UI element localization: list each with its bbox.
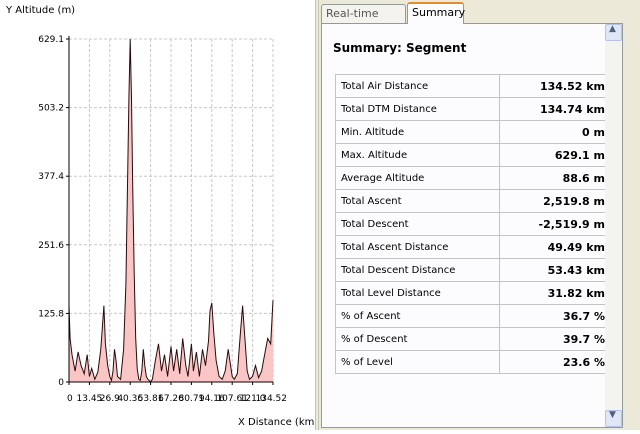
- summary-row: Max. Altitude 629.1 m: [335, 143, 612, 167]
- vertical-scrollbar[interactable]: ▲ ▼: [605, 24, 622, 427]
- summary-value: 31.82 km: [499, 281, 612, 305]
- summary-label: Total Ascent: [335, 189, 500, 213]
- summary-value: 53.43 km: [499, 258, 612, 282]
- x-tick-label: 80.71: [179, 394, 205, 404]
- summary-value: 134.52 km: [499, 74, 612, 98]
- summary-row: % of Ascent 36.7 %: [335, 304, 612, 328]
- y-tick-label: 0: [58, 378, 64, 388]
- summary-panel: Summary: Segment Total Air Distance 134.5…: [321, 23, 623, 428]
- elevation-profile-chart: 0 125.8 251.6 377.4 503.2 629.1 0 13.4526.940.3…: [0, 0, 318, 430]
- summary-label: Max. Altitude: [335, 143, 500, 167]
- x-tick-label: 13.45: [77, 394, 103, 404]
- scroll-up-icon: ▲: [609, 24, 616, 34]
- x-tick-label: 121.0: [240, 394, 266, 404]
- pane-splitter[interactable]: [315, 0, 319, 430]
- summary-value: 134.74 km: [499, 97, 612, 121]
- summary-table: Total Air Distance 134.52 km Total DTM Dis…: [335, 74, 612, 374]
- x-tick-label: 0: [67, 394, 73, 404]
- summary-value: 2,519.8 m: [499, 189, 612, 213]
- tab-summary[interactable]: Summary: [407, 2, 465, 24]
- summary-value: -2,519.9 m: [499, 212, 612, 236]
- summary-row: Total Descent Distance 53.43 km: [335, 258, 612, 282]
- scroll-down-icon: ▼: [609, 410, 616, 420]
- y-axis-title: Y Altitude (m): [5, 5, 75, 16]
- summary-value: 88.6 m: [499, 166, 612, 190]
- summary-value: 36.7 %: [499, 304, 612, 328]
- profile-chart-pane: 0 125.8 251.6 377.4 503.2 629.1 0 13.45 26.9 40.3…: [0, 0, 318, 430]
- y-tick-label: 125.8: [38, 309, 64, 319]
- x-axis-title: X Distance (km): [238, 417, 315, 428]
- summary-label: Average Altitude: [335, 166, 500, 190]
- x-tick-label: 40.36: [117, 394, 143, 404]
- summary-row: Total DTM Distance 134.74 km: [335, 97, 612, 121]
- summary-label: Total Level Distance: [335, 281, 500, 305]
- summary-label: % of Descent: [335, 327, 500, 351]
- summary-label: Min. Altitude: [335, 120, 500, 144]
- tab-real-time-profile[interactable]: Real-time Profile: [321, 4, 406, 38]
- y-tick-label: 629.1: [38, 35, 64, 45]
- profile-line: [68, 39, 274, 383]
- summary-value: 0 m: [499, 120, 612, 144]
- scrollbar-track[interactable]: [605, 41, 622, 410]
- summary-row: Min. Altitude 0 m: [335, 120, 612, 144]
- summary-value: 39.7 %: [499, 327, 612, 351]
- x-tick-label: 94.16: [199, 394, 225, 404]
- summary-value: 49.49 km: [499, 235, 612, 259]
- summary-row: Total Ascent 2,519.8 m: [335, 189, 612, 213]
- summary-row: % of Descent 39.7 %: [335, 327, 612, 351]
- summary-pane: Real-time Profile Summary Summary: Segme…: [319, 0, 640, 430]
- x-tick-label: 53.81: [138, 394, 164, 404]
- x-tick-label: 134.52: [256, 394, 288, 404]
- summary-label: Total Air Distance: [335, 74, 500, 98]
- summary-label: Total DTM Distance: [335, 97, 500, 121]
- summary-label: % of Ascent: [335, 304, 500, 328]
- y-tick-label: 251.6: [38, 241, 64, 251]
- y-tick-label: 503.2: [38, 104, 64, 114]
- scroll-up-button[interactable]: ▲: [605, 24, 622, 41]
- summary-label: % of Level: [335, 350, 500, 374]
- summary-row: Total Ascent Distance 49.49 km: [335, 235, 612, 259]
- y-tick-label: 377.4: [38, 172, 64, 182]
- summary-label: Total Ascent Distance: [335, 235, 500, 259]
- summary-row: Total Level Distance 31.82 km: [335, 281, 612, 305]
- summary-row: % of Level 23.6 %: [335, 350, 612, 374]
- summary-row: Total Air Distance 134.52 km: [335, 74, 612, 98]
- summary-value: 629.1 m: [499, 143, 612, 167]
- x-tick-label: 107.61: [216, 394, 248, 404]
- summary-title: Summary: Segment: [333, 41, 467, 55]
- summary-row: Average Altitude 88.6 m: [335, 166, 612, 190]
- summary-label: Total Descent Distance: [335, 258, 500, 282]
- x-tick-label: 67.26: [158, 394, 184, 404]
- scroll-down-button[interactable]: ▼: [605, 410, 622, 427]
- summary-value: 23.6 %: [499, 350, 612, 374]
- summary-row: Total Descent -2,519.9 m: [335, 212, 612, 236]
- x-tick-label: 26.9: [100, 394, 120, 404]
- summary-label: Total Descent: [335, 212, 500, 236]
